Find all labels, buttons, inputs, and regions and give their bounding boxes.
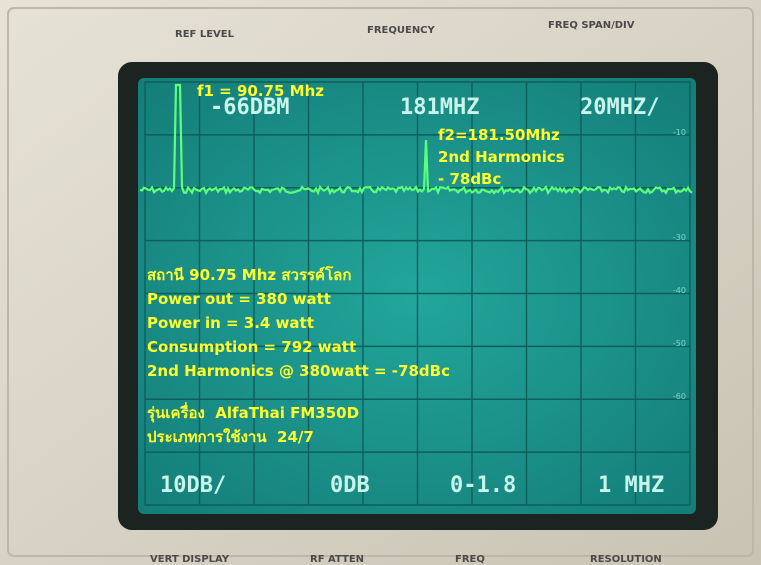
graticule [144,81,691,506]
panel-label: VERT DISPLAY [150,554,230,565]
panel-label: FREQ [455,554,485,565]
scale-label: -50 [673,339,686,348]
bezel-edge [7,7,754,557]
annotation: รุ่นเครื่อง AlfaThai FM350D [147,402,359,423]
trace [139,83,693,196]
readout: 1 MHZ [598,473,664,498]
annotation: ประเภทการใช้งาน 24/7 [147,428,314,446]
readout: 20MHZ/ [580,95,659,120]
scale-label: -60 [673,392,686,401]
annotation: f2=181.50Mhz [438,126,560,144]
panel-label: REF LEVEL [175,29,235,40]
readout: 10DB/ [160,473,226,498]
annotation: Power out = 380 watt [147,290,331,308]
panel-label: FREQUENCY [367,25,436,36]
readout: -66DBM [210,95,289,120]
scale-label: -40 [673,286,686,295]
annotation: 2nd Harmonics @ 380watt = -78dBc [147,362,450,380]
panel-label: RF ATTEN [310,554,364,565]
annotation: Power in = 3.4 watt [147,314,314,332]
annotation: f1 = 90.75 Mhz [197,82,324,100]
annotation: สถานี 90.75 Mhz สวรรค์โลก [147,265,351,284]
scale-label: -30 [673,233,686,242]
readout: 0-1.8 [450,473,516,498]
readout: 181MHZ [400,95,479,120]
annotation: - 78dBc [438,170,501,188]
annotation: 2nd Harmonics [438,148,565,166]
readout: 0DB [330,473,370,498]
scale-label: -10 [673,128,686,137]
panel-label: RESOLUTION [590,554,662,565]
labels: REF LEVEL FREQUENCY FREQ SPAN/DIV VERT DISP… [147,20,686,565]
panel-label: FREQ SPAN/DIV [548,20,635,31]
annotation: Consumption = 792 watt [147,338,356,356]
